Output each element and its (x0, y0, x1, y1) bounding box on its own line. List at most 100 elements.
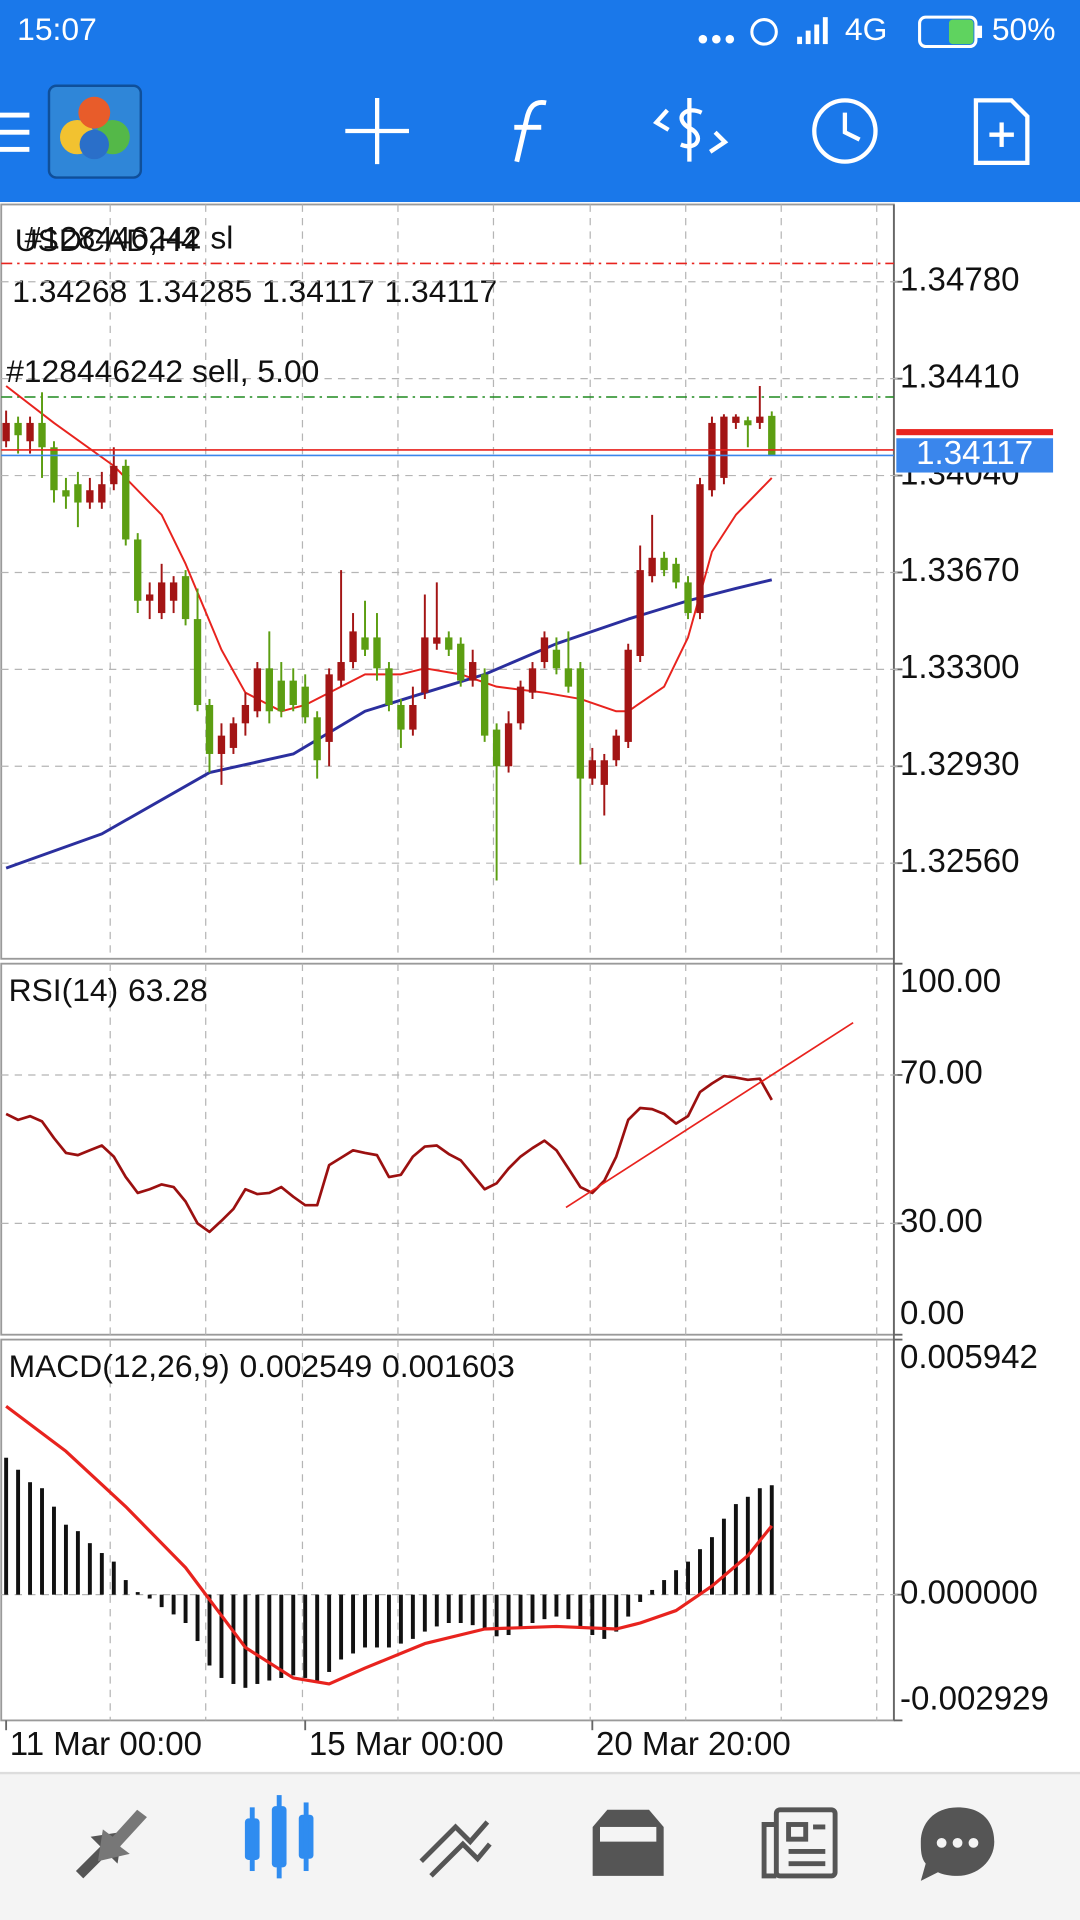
candle-body (337, 662, 345, 681)
candle-body (110, 465, 118, 485)
y-tick-label: 1.32930 (900, 746, 1019, 783)
macd-bar (398, 1594, 403, 1644)
macd-bar (16, 1469, 21, 1595)
moving-average (5, 578, 773, 870)
candle-body (756, 416, 764, 423)
bid-price-box (896, 438, 1054, 473)
chart-tab[interactable] (244, 1795, 314, 1879)
macd-bar (195, 1594, 200, 1642)
y-tick-label: -0.002929 (900, 1681, 1049, 1718)
macd-bar (554, 1594, 559, 1617)
candle-body (385, 668, 393, 705)
candle-body (433, 637, 441, 644)
candle-body (373, 637, 381, 669)
macd-bar (315, 1594, 320, 1681)
quotes-tab[interactable] (75, 1809, 147, 1879)
menu-button[interactable] (0, 112, 30, 152)
macd-bar (87, 1543, 92, 1595)
order-level-label: #128446242 sell, 5.00 (6, 353, 319, 389)
candle-body (564, 668, 573, 687)
candle-body (552, 649, 561, 669)
y-tick-label: 30.00 (900, 1203, 983, 1240)
macd-bar (28, 1482, 33, 1595)
candle-body (480, 674, 489, 736)
trade-tab[interactable] (419, 1820, 492, 1878)
candle-body (684, 582, 692, 614)
status-battery: 50% (992, 11, 1056, 47)
macd-bar (733, 1504, 738, 1595)
macd-bar (111, 1561, 116, 1595)
macd-bar (518, 1594, 523, 1630)
candle-body (325, 674, 333, 742)
app-logo[interactable] (47, 84, 143, 179)
period-button[interactable] (812, 98, 878, 164)
status-icons (698, 15, 983, 49)
candle-body (732, 416, 740, 423)
candle-body (74, 484, 82, 503)
candle-body (241, 704, 250, 724)
y-tick-label: 0.005942 (900, 1339, 1038, 1376)
indicators-button[interactable] (514, 99, 547, 163)
candle-body (421, 637, 429, 693)
candle-body (2, 422, 10, 442)
crosshair-button[interactable] (345, 97, 409, 165)
macd-title: MACD(12,26,9) 0.002549 0.001603 (9, 1348, 515, 1384)
candle-body (469, 662, 477, 681)
candle-body (14, 422, 22, 436)
macd-bar (159, 1594, 164, 1608)
y-tick-label: 1.33300 (900, 649, 1019, 686)
candle-body (528, 668, 537, 693)
history-tab[interactable] (592, 1809, 664, 1876)
candle-body (301, 686, 309, 718)
candle-body (445, 637, 453, 650)
macd-bar (183, 1594, 188, 1624)
chat-tab[interactable] (920, 1807, 995, 1881)
macd-bar (650, 1589, 655, 1595)
macd-name: MACD(12,26,9) (9, 1348, 230, 1384)
macd-bar (626, 1594, 631, 1617)
moving-average (5, 385, 773, 713)
new-order-button[interactable] (973, 98, 1030, 165)
macd-bar (458, 1594, 463, 1624)
candle-body (277, 680, 285, 712)
open: 1.34268 (12, 273, 127, 309)
y-tick-label: 0.00 (900, 1295, 964, 1332)
candle-body (98, 484, 106, 503)
macd-bar (590, 1594, 595, 1636)
macd-bar (147, 1594, 152, 1599)
macd-bar (386, 1594, 391, 1648)
news-tab[interactable] (761, 1807, 838, 1879)
macd-bar (494, 1594, 499, 1637)
macd-bar (255, 1594, 260, 1684)
macd-bar (52, 1506, 56, 1595)
macd-bar (243, 1594, 248, 1688)
trade-button[interactable] (652, 97, 729, 162)
candle-body (768, 415, 776, 456)
macd-bar (135, 1592, 140, 1595)
macd-bar (171, 1594, 176, 1615)
macd-bar (351, 1594, 356, 1654)
y-tick-label: 100.00 (900, 963, 1001, 1000)
candle-body (409, 704, 417, 730)
macd-bar (375, 1594, 379, 1648)
candle-body (62, 490, 70, 497)
macd-bar (709, 1537, 714, 1595)
candle-body (289, 680, 297, 705)
status-time: 15:07 (17, 11, 97, 47)
macd-bar (327, 1594, 332, 1672)
y-tick-label: 1.33670 (900, 552, 1019, 589)
x-tick-label: 15 Mar 00:00 (309, 1726, 504, 1763)
macd-bar (506, 1594, 511, 1636)
candle-body (672, 563, 680, 583)
y-tick-label: 70.00 (900, 1055, 983, 1092)
candle-body (457, 643, 465, 681)
macd-bar (303, 1594, 308, 1678)
candle-body (253, 668, 262, 712)
candle-body (696, 484, 704, 614)
candle-body (134, 539, 142, 601)
bottom-nav (0, 1773, 1080, 1920)
candle-body (397, 704, 405, 730)
ask-marker (896, 429, 1054, 436)
macd-bar (99, 1553, 104, 1595)
order-level-label: #128446242 sl (24, 219, 233, 255)
